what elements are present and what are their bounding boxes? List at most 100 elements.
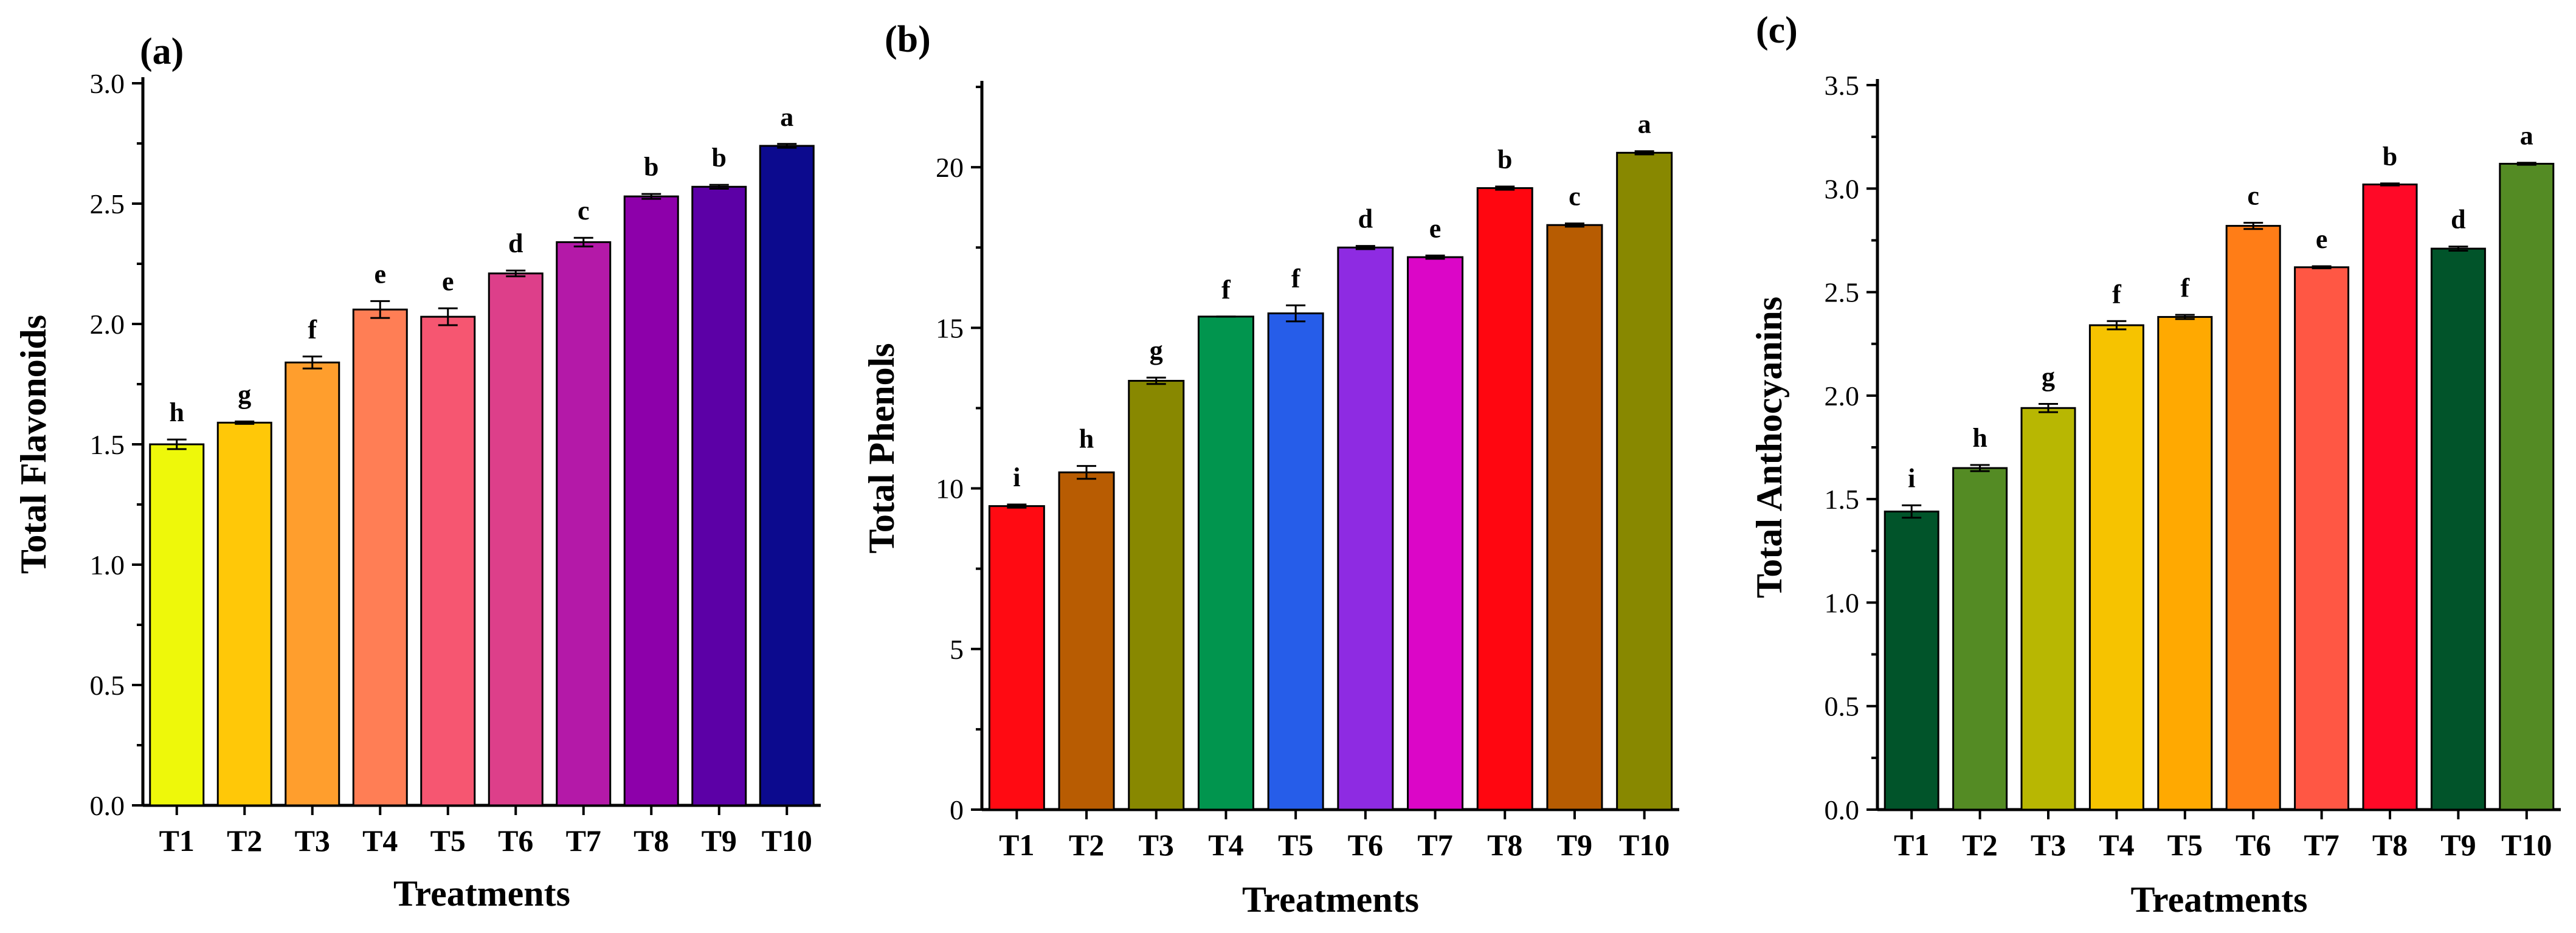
x-tick-label: T2 <box>1069 828 1104 862</box>
significance-label: c <box>2247 181 2259 210</box>
y-tick-label: 10 <box>936 473 964 504</box>
x-tick-label: T4 <box>362 824 398 858</box>
significance-label: c <box>578 196 590 226</box>
significance-label: a <box>1638 109 1651 139</box>
x-tick-label: T5 <box>2167 828 2203 862</box>
bar-T7 <box>1407 256 1464 811</box>
significance-label: f <box>1221 275 1231 305</box>
significance-label: b <box>644 152 658 182</box>
x-axis-title: Treatments <box>2130 880 2307 920</box>
bar-T9 <box>2430 247 2486 811</box>
bar-T8 <box>1476 187 1533 811</box>
significance-label: i <box>1013 463 1020 492</box>
y-axis-title: Total Anthocyanins <box>1749 297 1789 598</box>
x-tick-label: T3 <box>2031 828 2066 862</box>
significance-label: a <box>2520 121 2533 151</box>
x-tick-label: T5 <box>1278 828 1313 862</box>
x-tick-label: T1 <box>1894 828 1929 862</box>
x-tick-label: T5 <box>430 824 466 858</box>
significance-label: g <box>238 379 251 409</box>
x-tick-label: T10 <box>1619 828 1670 862</box>
y-tick-label: 0 <box>950 794 964 825</box>
bar-T3 <box>1128 380 1185 811</box>
bar-T5 <box>1267 312 1324 811</box>
bar-T2 <box>1952 467 2008 811</box>
bar-T1 <box>149 443 205 807</box>
x-tick-label: T1 <box>999 828 1034 862</box>
x-tick-label: T10 <box>762 824 812 858</box>
x-tick-label: T3 <box>295 824 330 858</box>
significance-label: h <box>1972 423 1987 453</box>
bar-T9 <box>1546 224 1603 811</box>
significance-label: g <box>1150 336 1163 365</box>
x-axis-title: Treatments <box>1242 880 1419 920</box>
bar-T7 <box>2294 266 2350 811</box>
significance-label: e <box>442 266 454 296</box>
x-tick-label: T6 <box>1348 828 1383 862</box>
y-tick-label: 1.5 <box>90 429 125 460</box>
bar-T1 <box>1884 511 1939 811</box>
bar-T2 <box>1058 471 1115 811</box>
bar-T10 <box>1616 151 1673 811</box>
y-tick-label: 2.5 <box>1825 277 1860 308</box>
significance-label: g <box>2042 362 2055 391</box>
bar-T4 <box>2088 324 2144 811</box>
bar-T3 <box>285 361 340 807</box>
x-tick-label: T6 <box>498 824 533 858</box>
bar-T9 <box>691 185 747 807</box>
x-tick-label: T2 <box>227 824 262 858</box>
y-tick-label: 15 <box>936 312 964 343</box>
significance-label: i <box>1908 463 1915 493</box>
x-tick-label: T7 <box>1417 828 1452 862</box>
significance-label: e <box>1429 213 1442 243</box>
x-tick-label: T8 <box>1487 828 1522 862</box>
bar-T8 <box>623 195 679 807</box>
x-tick-label: T10 <box>2501 828 2552 862</box>
significance-label: b <box>2383 142 2397 171</box>
x-tick-label: T4 <box>1208 828 1243 862</box>
bar-T2 <box>216 421 272 807</box>
bar-T4 <box>1197 315 1254 811</box>
panel-label: (a) <box>140 31 184 72</box>
y-tick-label: 0.5 <box>90 670 125 701</box>
x-tick-label: T2 <box>1962 828 1997 862</box>
chart-panel-3: (c) 0.0 0.5 1.0 1.5 2.0 2.5 3.0 3.5 i T1 h T2 g T3 f T4 f… <box>1749 10 2561 920</box>
significance-label: e <box>374 259 386 289</box>
panel-label: (c) <box>1756 10 1798 51</box>
significance-label: d <box>508 229 523 258</box>
bar-T6 <box>1337 246 1394 811</box>
significance-label: b <box>712 143 727 173</box>
y-tick-label: 3.0 <box>1825 173 1860 204</box>
y-tick-label: 1.0 <box>90 549 125 580</box>
significance-label: f <box>308 314 317 344</box>
bar-T8 <box>2362 183 2418 811</box>
y-axis-title: Total Flavonoids <box>13 315 54 574</box>
x-tick-label: T4 <box>2099 828 2134 862</box>
x-tick-label: T8 <box>634 824 669 858</box>
significance-label: c <box>1569 182 1581 212</box>
y-tick-label: 5 <box>950 634 964 665</box>
y-tick-label: 0.0 <box>1825 794 1860 825</box>
x-tick-label: T9 <box>2440 828 2476 862</box>
bar-T7 <box>556 241 612 807</box>
x-tick-label: T8 <box>2372 828 2408 862</box>
bar-T10 <box>759 145 815 807</box>
significance-label: b <box>1497 145 1512 174</box>
significance-label: f <box>2112 279 2122 309</box>
y-tick-label: 2.0 <box>90 309 125 340</box>
significance-label: f <box>2180 273 2190 303</box>
significance-label: f <box>1291 263 1301 293</box>
x-tick-label: T6 <box>2236 828 2271 862</box>
x-axis-title: Treatments <box>393 873 570 914</box>
bar-T5 <box>420 315 476 807</box>
bar-T5 <box>2157 315 2213 811</box>
chart-panel-2: (b) 0 5 10 15 20 i T1 h T2 g T3 f T4 f T5 d T6 e T7 b T8 c T9 a T… <box>862 19 1679 920</box>
x-tick-label: T7 <box>566 824 601 858</box>
y-tick-label: 0.0 <box>90 790 125 821</box>
bar-T3 <box>2020 407 2076 811</box>
y-tick-label: 0.5 <box>1825 691 1860 722</box>
bar-T1 <box>988 505 1045 811</box>
x-tick-label: T9 <box>1557 828 1592 862</box>
y-tick-label: 20 <box>936 152 964 183</box>
